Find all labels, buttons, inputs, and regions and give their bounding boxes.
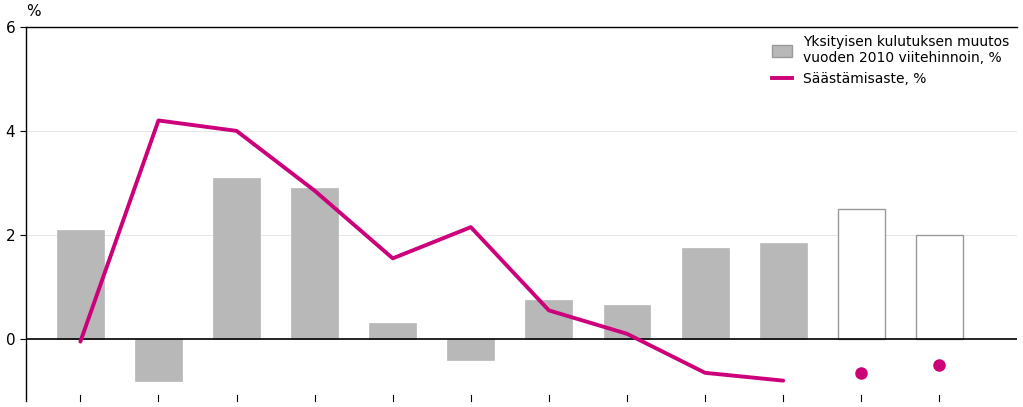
Bar: [57, 230, 103, 339]
Bar: [292, 188, 338, 339]
Bar: [838, 209, 885, 339]
Text: %: %: [26, 4, 40, 19]
Bar: [916, 235, 963, 339]
Bar: [213, 178, 260, 339]
Bar: [526, 300, 572, 339]
Bar: [369, 324, 416, 339]
Bar: [681, 248, 728, 339]
Bar: [135, 339, 182, 381]
Bar: [604, 305, 651, 339]
Bar: [447, 339, 494, 360]
Legend: Yksityisen kulutuksen muutos
vuoden 2010 viitehinnoin, %, Säästämisaste, %: Yksityisen kulutuksen muutos vuoden 2010…: [768, 31, 1013, 90]
Bar: [760, 243, 806, 339]
